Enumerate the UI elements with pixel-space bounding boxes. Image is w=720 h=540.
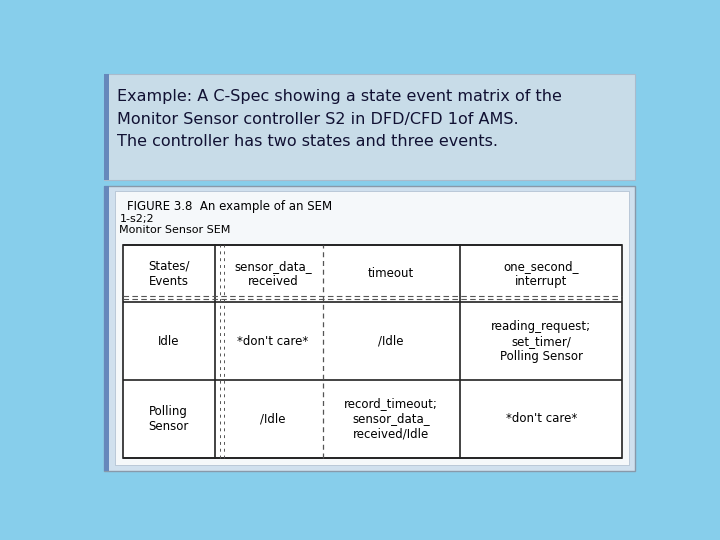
Text: record_timeout;
sensor_data_
received/Idle: record_timeout; sensor_data_ received/Id… bbox=[344, 397, 438, 440]
FancyBboxPatch shape bbox=[104, 74, 109, 180]
Text: /Idle: /Idle bbox=[379, 335, 404, 348]
Text: reading_request;
set_timer/
Polling Sensor: reading_request; set_timer/ Polling Sens… bbox=[491, 320, 591, 363]
Text: *don't care*: *don't care* bbox=[238, 335, 309, 348]
Text: Idle: Idle bbox=[158, 335, 179, 348]
Text: one_second_
interrupt: one_second_ interrupt bbox=[503, 260, 579, 288]
Text: /Idle: /Idle bbox=[260, 412, 286, 425]
Text: Example: A C-Spec showing a state event matrix of the
Monitor Sensor controller : Example: A C-Spec showing a state event … bbox=[117, 90, 562, 149]
Text: sensor_data_
received: sensor_data_ received bbox=[234, 260, 312, 288]
Text: States/
Events: States/ Events bbox=[148, 260, 189, 288]
FancyBboxPatch shape bbox=[122, 245, 622, 457]
FancyBboxPatch shape bbox=[104, 186, 109, 471]
Text: *don't care*: *don't care* bbox=[505, 412, 577, 425]
Text: Monitor Sensor SEM: Monitor Sensor SEM bbox=[120, 225, 231, 235]
Text: Polling
Sensor: Polling Sensor bbox=[148, 404, 189, 433]
FancyBboxPatch shape bbox=[104, 186, 635, 471]
Text: FIGURE 3.8  An example of an SEM: FIGURE 3.8 An example of an SEM bbox=[127, 200, 333, 213]
Text: 1-s2;2: 1-s2;2 bbox=[120, 214, 154, 224]
Text: timeout: timeout bbox=[368, 267, 414, 280]
FancyBboxPatch shape bbox=[104, 74, 635, 180]
FancyBboxPatch shape bbox=[114, 191, 629, 465]
